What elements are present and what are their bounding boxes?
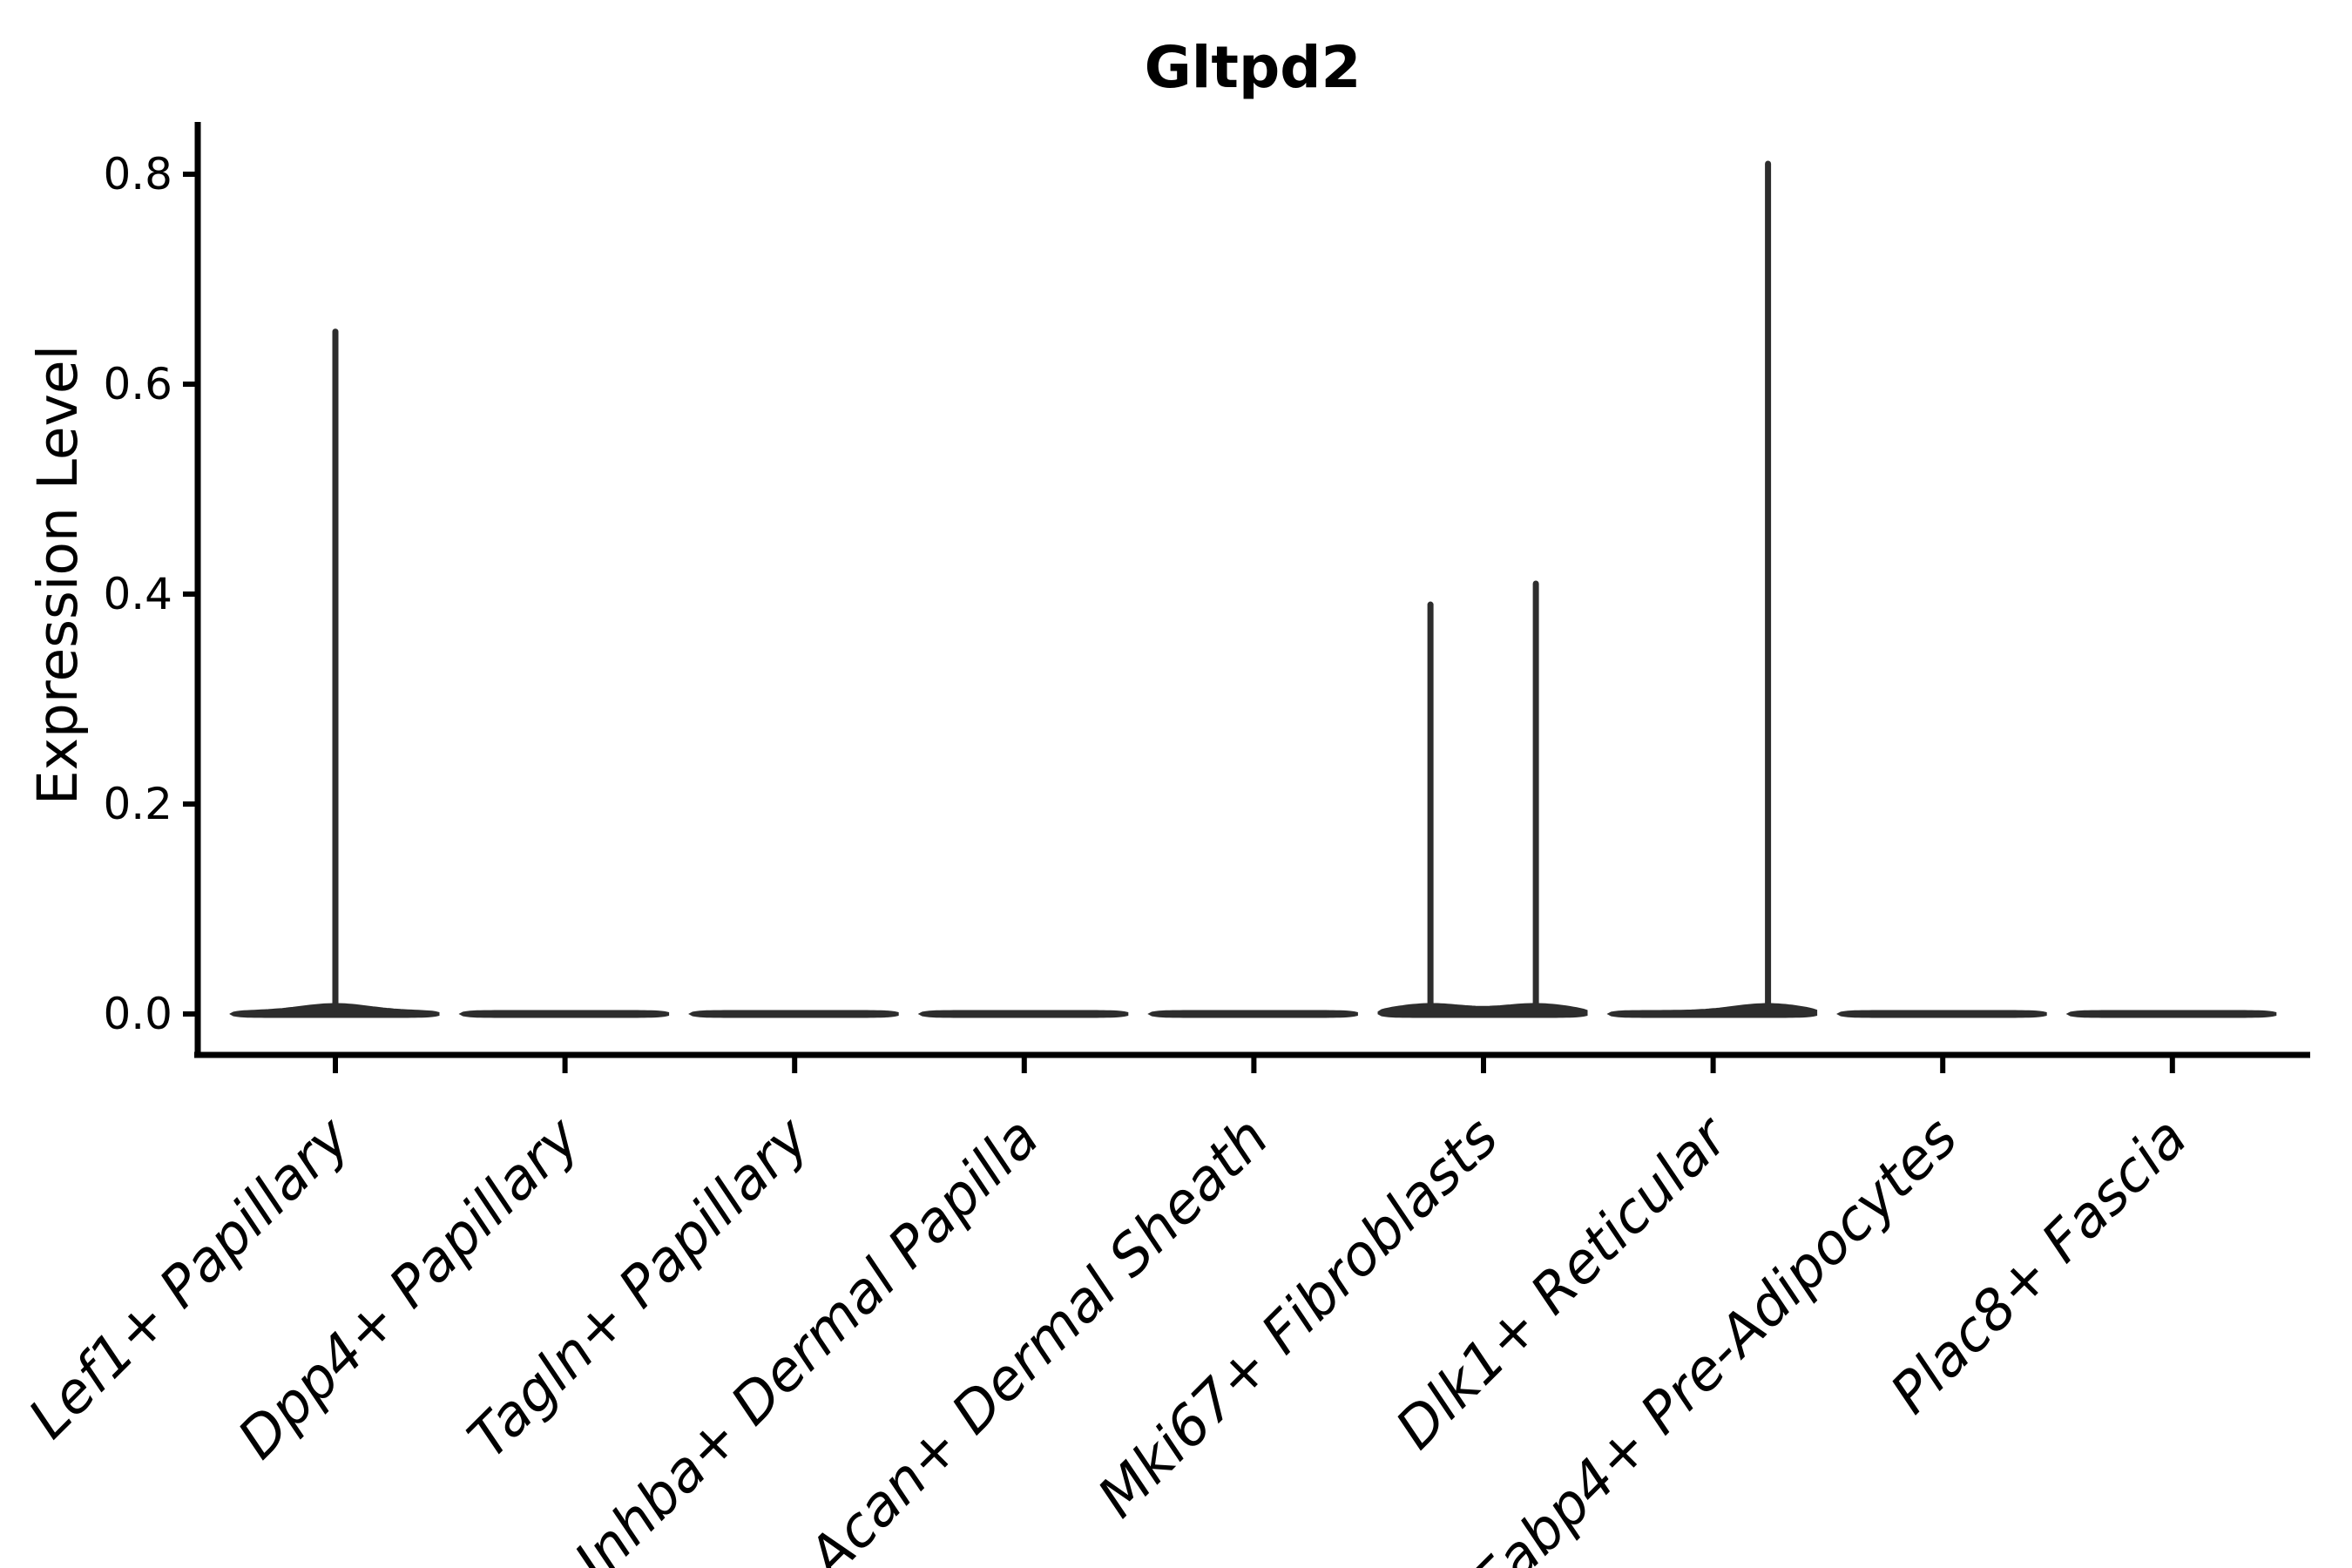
violin-body: [1606, 1003, 1818, 1018]
violin-body: [688, 1010, 899, 1018]
x-tick-label: Mki67+ Fibroblasts: [1086, 1105, 1511, 1531]
violin-body: [917, 1010, 1129, 1018]
y-tick-label: 0.8: [103, 149, 172, 199]
chart-title: Gltpd2: [1145, 34, 1362, 101]
violin-body: [2065, 1010, 2277, 1018]
y-axis-label: Expression Level: [26, 345, 90, 805]
y-tick-label: 0.0: [103, 989, 172, 1039]
y-tick-label: 0.2: [103, 779, 172, 829]
violin-body: [1377, 1003, 1588, 1018]
violin-body: [1836, 1010, 2047, 1018]
y-tick-label: 0.4: [103, 569, 172, 619]
x-tick-label: Acan+ Dermal Sheath: [794, 1105, 1281, 1568]
violin-body: [458, 1010, 670, 1018]
y-tick-label: 0.6: [103, 359, 172, 409]
violin-body: [1147, 1010, 1358, 1018]
